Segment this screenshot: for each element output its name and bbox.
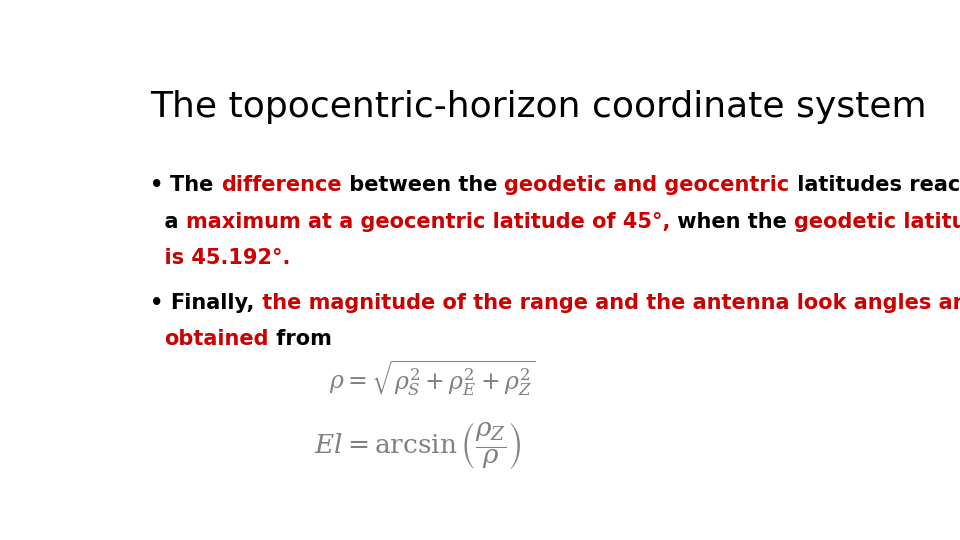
Text: difference: difference [221, 175, 342, 195]
Text: •: • [150, 294, 170, 314]
Text: The topocentric-horizon coordinate system: The topocentric-horizon coordinate syste… [150, 90, 926, 124]
Text: •: • [150, 175, 170, 195]
Text: from: from [269, 329, 331, 349]
Text: is 45.192°.: is 45.192°. [150, 248, 290, 268]
Text: maximum at a geocentric latitude of 45°,: maximum at a geocentric latitude of 45°, [185, 212, 670, 232]
Text: Finally,: Finally, [170, 294, 254, 314]
Text: a: a [150, 212, 185, 232]
Text: latitudes reaches: latitudes reaches [790, 175, 960, 195]
Text: geodetic latitude: geodetic latitude [794, 212, 960, 232]
Text: The: The [170, 175, 221, 195]
Text: obtained: obtained [164, 329, 269, 349]
Text: $El = \arcsin\left(\dfrac{\rho_Z}{\rho}\right)$: $El = \arcsin\left(\dfrac{\rho_Z}{\rho}\… [314, 420, 521, 471]
Text: between the: between the [342, 175, 504, 195]
Text: $\rho = \sqrt{\rho_S^2 + \rho_E^2 + \rho_Z^2}$: $\rho = \sqrt{\rho_S^2 + \rho_E^2 + \rho… [329, 358, 536, 398]
Text: geodetic and geocentric: geodetic and geocentric [504, 175, 790, 195]
Text: the magnitude of the range and the antenna look angles are: the magnitude of the range and the anten… [254, 294, 960, 314]
Text: when the: when the [670, 212, 794, 232]
